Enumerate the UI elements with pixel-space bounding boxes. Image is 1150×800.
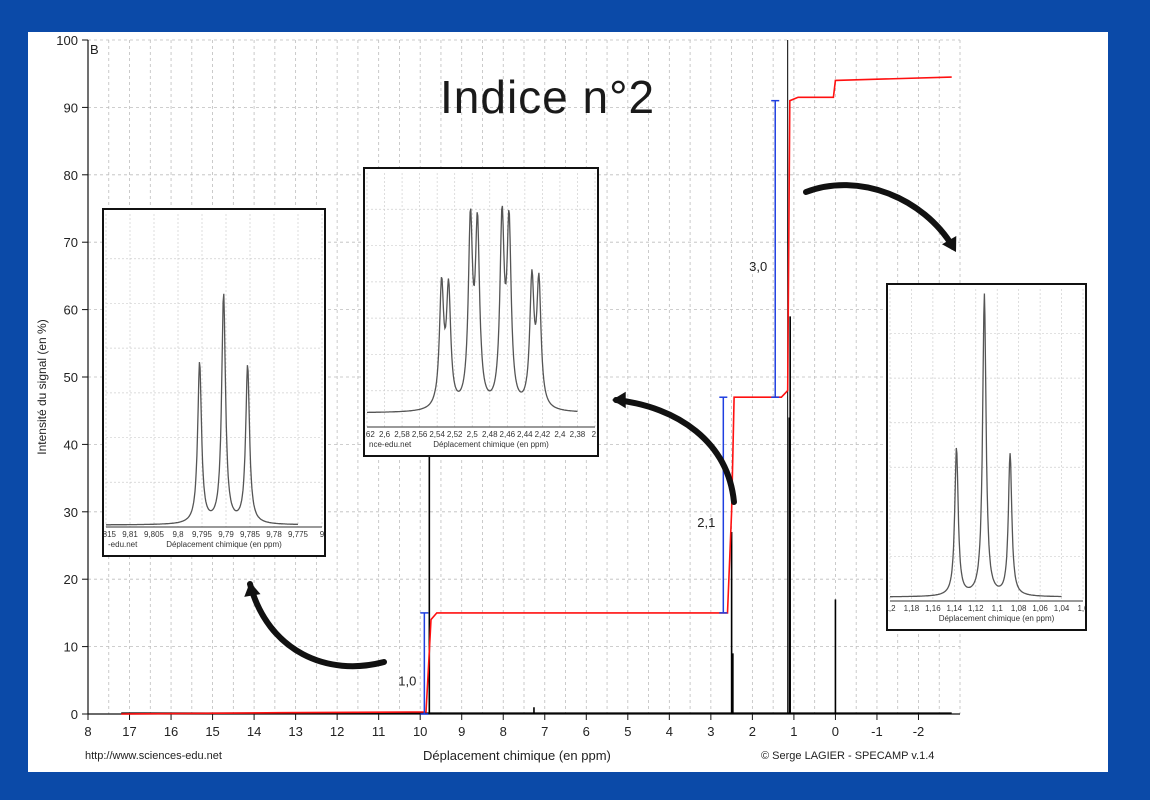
integration-label: 2,1 — [697, 515, 715, 530]
inset-x-tick-label: 2,44 — [517, 430, 533, 439]
inset-x-tick-label: 9,79 — [218, 530, 234, 539]
inset-x-tick-label: 2,52 — [447, 430, 463, 439]
integration-label: 3,0 — [749, 259, 767, 274]
x-tick-label: 11 — [372, 724, 386, 739]
y-tick-label: 100 — [56, 33, 78, 48]
inset-x-tick-label: 2,46 — [500, 430, 516, 439]
y-tick-label: 0 — [71, 707, 78, 722]
inset-9-8-ppm: 9,815 9,81 9,805 9,8 9,795 9,79 9,785 9,78 9,775… — [96, 208, 326, 557]
inset-x-tick-label: 1,12 — [968, 604, 984, 613]
y-axis-label: Intensité du signal (en %) — [35, 319, 49, 454]
footer-url: http://www.sciences-edu.net — [85, 750, 222, 762]
y-tick-label: 40 — [64, 437, 78, 452]
x-tick-label: 5 — [624, 724, 631, 739]
arrow-head — [942, 236, 957, 252]
inset-x-tick-label: 1,04 — [1054, 604, 1070, 613]
x-tick-label: 3 — [707, 724, 714, 739]
y-tick-label: 90 — [64, 100, 78, 115]
inset-x-tick-label: 1,06 — [1032, 604, 1048, 613]
inset-x-tick-label: 2,38 — [570, 430, 586, 439]
inset-x-tick-label: 9,805 — [144, 530, 165, 539]
curved-arrow — [613, 397, 737, 505]
inset-x-tick-label: 1,0 — [1077, 604, 1085, 613]
inset-x-tick-label: 1,2 — [888, 604, 896, 613]
inset-x-tick-label: 2,6 — [379, 430, 391, 439]
integration-curve — [121, 76, 952, 715]
footer-copyright: © Serge LAGIER - SPECAMP v.1.4 — [761, 750, 935, 762]
x-tick-label: 6 — [583, 724, 590, 739]
arrow-head — [244, 582, 261, 597]
inset-x-tick-label: 1,18 — [904, 604, 920, 613]
corner-label: B — [90, 42, 99, 57]
x-tick-label: 13 — [288, 724, 302, 739]
inset-x-tick-label: 2,54 — [429, 430, 445, 439]
inset-x-tick-label: 9,8 — [172, 530, 184, 539]
inset-x-tick-label: 2,62 — [365, 430, 375, 439]
inset-x-axis-label: Déplacement chimique (en ppm) — [433, 440, 549, 449]
inset-x-tick-label: 1,16 — [925, 604, 941, 613]
inset-x-axis-label: Déplacement chimique (en ppm) — [939, 614, 1055, 623]
x-tick-label: 9 — [458, 724, 465, 739]
y-tick-label: 80 — [64, 168, 78, 183]
inset-x-tick-label: 2, — [592, 430, 597, 439]
inset-x-tick-label: 9 — [320, 530, 324, 539]
inset-x-tick-label: 2,48 — [482, 430, 498, 439]
inset-1-1-ppm: 1,2 1,18 1,16 1,14 1,12 1,1 1,08 1,06 1,04 1,0 Dép… — [884, 283, 1089, 631]
x-tick-label: 14 — [247, 724, 261, 739]
x-tick-label: 7 — [541, 724, 548, 739]
inset-x-tick-label: 9,795 — [192, 530, 213, 539]
inset-x-tick-label: 9,78 — [266, 530, 282, 539]
inset-x-tick-label: 2,4 — [554, 430, 566, 439]
y-tick-label: 20 — [64, 572, 78, 587]
x-tick-label: -2 — [913, 724, 925, 739]
integration-label: 1,0 — [398, 673, 416, 688]
inset-x-tick-label: 1,1 — [992, 604, 1004, 613]
x-tick-label: 4 — [666, 724, 673, 739]
x-tick-label: 8 — [84, 724, 91, 739]
x-tick-label: 1 — [790, 724, 797, 739]
y-tick-label: 70 — [64, 235, 78, 250]
inset-x-tick-label: 2,56 — [412, 430, 428, 439]
inset-x-axis-label: Déplacement chimique (en ppm) — [166, 540, 282, 549]
inset-source-label: -edu.net — [108, 540, 138, 549]
inset-x-tick-label: 2,42 — [535, 430, 551, 439]
x-tick-label: 12 — [330, 724, 344, 739]
x-tick-label: -1 — [871, 724, 883, 739]
inset-spectrum-line — [367, 205, 578, 414]
arrow-head — [612, 391, 626, 409]
y-tick-label: 10 — [64, 640, 78, 655]
y-tick-label: 60 — [64, 303, 78, 318]
x-tick-label: 16 — [164, 724, 178, 739]
inset-x-tick-label: 1,14 — [947, 604, 963, 613]
x-tick-label: 15 — [205, 724, 219, 739]
x-tick-label: 10 — [413, 724, 427, 739]
y-tick-label: 30 — [64, 505, 78, 520]
curved-arrow — [803, 182, 956, 250]
inset-x-tick-label: 2,58 — [394, 430, 410, 439]
inset-x-tick-label: 2,5 — [467, 430, 479, 439]
curved-arrow — [247, 581, 387, 670]
inset-x-tick-label: 9,775 — [288, 530, 309, 539]
inset-x-tick-label: 9,785 — [240, 530, 261, 539]
inset-source-label: nce-edu.net — [369, 440, 412, 449]
x-tick-label: 8 — [500, 724, 507, 739]
inset-spectrum-line — [890, 293, 1062, 598]
inset-x-tick-label: 9,81 — [122, 530, 138, 539]
inset-2-5-ppm: 2,622,62,582,562,542,522,52,482,462,442,… — [359, 167, 599, 457]
x-tick-label: 0 — [832, 724, 839, 739]
x-tick-label: 2 — [749, 724, 756, 739]
inset-spectrum-line — [106, 293, 299, 526]
x-axis-label: Déplacement chimique (en ppm) — [423, 748, 611, 763]
inset-x-tick-label: 9,815 — [104, 530, 117, 539]
spectrum-panel: 0 10 20 30 40 50 60 70 80 90 100 B 8 17 16 15 14 13 12 11 10… — [28, 32, 1108, 772]
x-tick-label: 17 — [122, 724, 136, 739]
page-title: Indice n°2 — [440, 71, 656, 123]
inset-x-tick-label: 1,08 — [1011, 604, 1027, 613]
y-tick-label: 50 — [64, 370, 78, 385]
